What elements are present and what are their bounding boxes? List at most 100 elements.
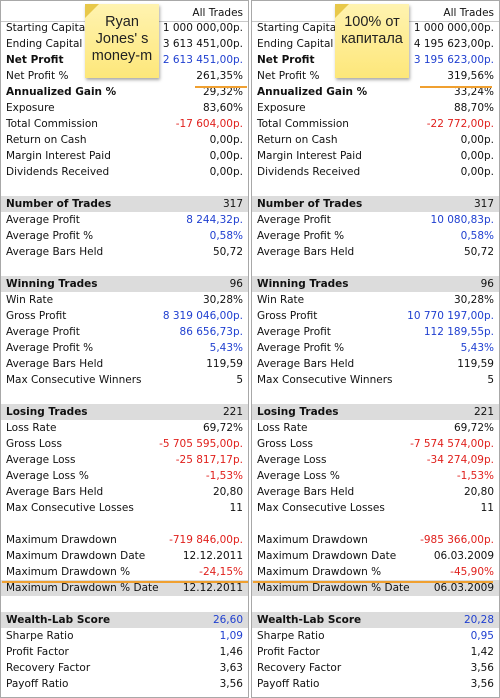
stat-value: 0,00р. — [460, 134, 494, 146]
stat-label: Average Bars Held — [6, 246, 104, 258]
stat-row: Loss Rate 69,72% — [252, 420, 499, 436]
stat-label: Maximum Drawdown % Date — [6, 582, 159, 594]
stat-label: Net Profit % — [6, 70, 69, 82]
stat-row: Starting Capital 1 000 000,00р. — [1, 20, 248, 36]
stat-label: Maximum Drawdown % — [257, 566, 382, 578]
stat-row: Average Loss % -1,53% — [252, 468, 499, 484]
stat-label: Average Profit % — [6, 230, 94, 242]
stat-row: Starting Capital 1 000 000,00р. — [252, 20, 499, 36]
stat-value: -719 846,00р. — [169, 534, 243, 546]
stat-value: 0,95 — [470, 630, 494, 642]
stat-value: 221 — [473, 406, 494, 418]
stat-row: Profit Factor 1,42 — [252, 644, 499, 660]
stat-row: Average Loss % -1,53% — [1, 468, 248, 484]
stat-row: Gross Profit 10 770 197,00р. — [252, 308, 499, 324]
stat-row: Maximum Drawdown Date 12.12.2011 — [1, 548, 248, 564]
stat-label: Exposure — [6, 102, 55, 114]
stat-row: Exposure 83,60% — [1, 100, 248, 116]
note-line: 100% от — [344, 14, 400, 30]
stat-label: Return on Cash — [257, 134, 338, 146]
stat-row: Margin Interest Paid 0,00р. — [1, 148, 248, 164]
stat-row: Average Profit 10 080,83р. — [252, 212, 499, 228]
stat-value: 11 — [229, 502, 243, 514]
stat-row: Payoff Ratio 3,56 — [1, 676, 248, 692]
stat-value: -985 366,00р. — [420, 534, 494, 546]
stat-value: 119,59 — [457, 358, 494, 370]
stat-label: Average Bars Held — [257, 358, 355, 370]
stat-label: Starting Capital — [6, 22, 89, 34]
stat-value: 1 000 000,00р. — [413, 22, 494, 34]
stat-label: Recovery Factor — [257, 662, 342, 674]
stat-row: Annualized Gain % 33,24% — [252, 84, 499, 100]
stat-label: Total Commission — [257, 118, 349, 130]
stat-label: Average Profit — [257, 214, 331, 226]
stat-label: Win Rate — [257, 294, 305, 306]
stat-value: 5 — [487, 374, 494, 386]
stat-value: 3,56 — [470, 678, 494, 690]
stat-row: Max Consecutive Winners 5 — [252, 372, 499, 388]
stat-row: Wealth-Lab Score 20,28 — [252, 612, 499, 628]
stat-value: 29,32% — [202, 86, 243, 98]
stat-row: Losing Trades 221 — [1, 404, 248, 420]
stat-label: Sharpe Ratio — [257, 630, 325, 642]
stat-label: Average Bars Held — [257, 486, 355, 498]
stat-row: Number of Trades 317 — [1, 196, 248, 212]
stat-value: -1,53% — [456, 470, 494, 482]
stat-row: Max Consecutive Winners 5 — [1, 372, 248, 388]
stat-row: Recovery Factor 3,56 — [252, 660, 499, 676]
stat-label: Average Profit — [6, 326, 80, 338]
stat-value: -24,15% — [199, 566, 243, 578]
stat-value: -34 274,09р. — [426, 454, 494, 466]
stat-row: Average Profit 8 244,32р. — [1, 212, 248, 228]
stat-value: 10 770 197,00р. — [407, 310, 494, 322]
stat-label: Maximum Drawdown — [257, 534, 368, 546]
stat-row: Annualized Gain % 29,32% — [1, 84, 248, 100]
sticky-note: 100% от капитала — [335, 4, 409, 78]
stat-row: Wealth-Lab Score 26,60 — [1, 612, 248, 628]
stat-value: 3,56 — [219, 678, 243, 690]
stat-label: Average Bars Held — [6, 486, 104, 498]
stat-label: Max Consecutive Losses — [6, 502, 134, 514]
stat-value: 1,42 — [470, 646, 494, 658]
stat-label: Maximum Drawdown — [6, 534, 117, 546]
stat-label: Max Consecutive Winners — [6, 374, 142, 386]
sticky-note: Ryan Jones' s money-m — [85, 4, 159, 78]
stat-label: Maximum Drawdown % — [6, 566, 131, 578]
note-line: Ryan — [105, 14, 139, 30]
stat-label: Gross Loss — [6, 438, 62, 450]
stat-label: Payoff Ratio — [6, 678, 69, 690]
stat-label: Net Profit % — [257, 70, 320, 82]
highlight-line — [420, 86, 492, 88]
stat-label: Average Loss — [6, 454, 76, 466]
stat-value: -5 705 595,00р. — [159, 438, 243, 450]
stat-label: Average Profit — [257, 326, 331, 338]
stat-label: Dividends Received — [257, 166, 361, 178]
stat-row: Profit Factor 1,46 — [1, 644, 248, 660]
stat-value: 10 080,83р. — [430, 214, 494, 226]
stat-row: Net Profit 3 195 623,00р. — [252, 52, 499, 68]
stat-label: Margin Interest Paid — [6, 150, 111, 162]
stat-label: Max Consecutive Winners — [257, 374, 393, 386]
stat-row: Losing Trades 221 — [252, 404, 499, 420]
stat-row: Maximum Drawdown Date 06.03.2009 — [252, 548, 499, 564]
stat-row: Dividends Received 0,00р. — [252, 164, 499, 180]
stat-row: Total Commission -17 604,00р. — [1, 116, 248, 132]
stat-value: 319,56% — [447, 70, 494, 82]
stat-value: 20,80 — [212, 486, 243, 498]
stat-row: Maximum Drawdown % Date 12.12.2011 — [1, 580, 248, 596]
stat-value: 8 319 046,00р. — [162, 310, 243, 322]
stat-label: Win Rate — [6, 294, 54, 306]
stat-label: Average Loss % — [257, 470, 340, 482]
stat-value: -22 772,00р. — [426, 118, 494, 130]
stat-label: Losing Trades — [257, 406, 339, 418]
stat-label: Margin Interest Paid — [257, 150, 362, 162]
stat-value: 1,09 — [219, 630, 243, 642]
stat-label: Winning Trades — [257, 278, 349, 290]
stat-value: -17 604,00р. — [175, 118, 243, 130]
stat-label: Number of Trades — [257, 198, 363, 210]
stat-value: -1,53% — [205, 470, 243, 482]
stat-value: 317 — [473, 198, 494, 210]
stat-value: 96 — [229, 278, 243, 290]
highlight-line — [253, 581, 493, 583]
